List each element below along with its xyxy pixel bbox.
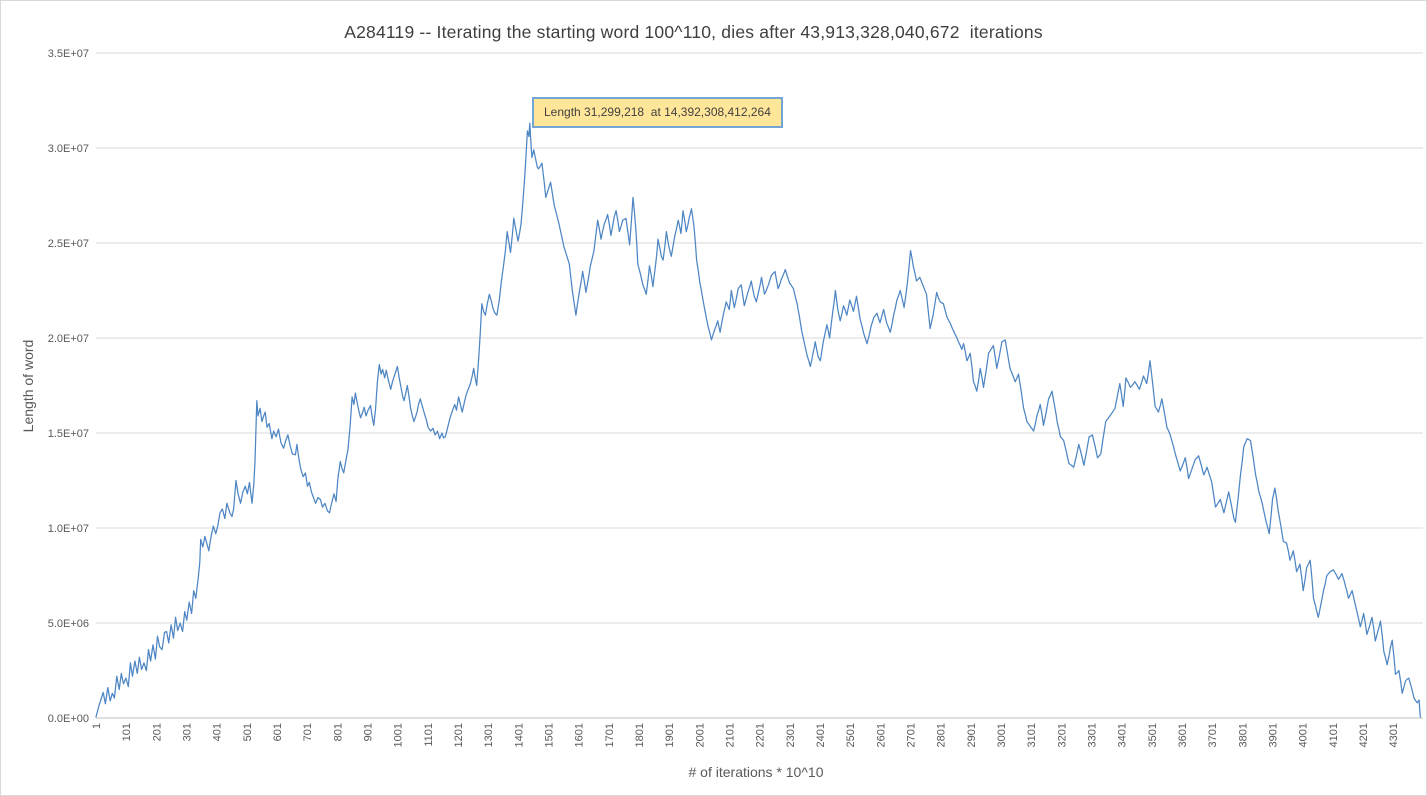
x-tick-label: 2001 — [694, 723, 706, 747]
x-tick-label: 801 — [332, 723, 344, 741]
x-tick-label: 201 — [151, 723, 163, 741]
x-tick-label: 1801 — [634, 723, 646, 747]
y-axis-title: Length of word — [20, 339, 36, 433]
x-tick-label: 3701 — [1207, 723, 1219, 747]
x-tick-label: 2501 — [845, 723, 857, 747]
x-tick-label: 2601 — [875, 723, 887, 747]
x-tick-label: 1501 — [544, 723, 556, 747]
x-tick-label: 601 — [272, 723, 284, 741]
y-tick-labels: 3.5E+07 3.0E+07 2.5E+07 2.0E+07 1.5E+07 1.0E+… — [48, 48, 89, 725]
y-tick-label: 2.5E+07 — [48, 238, 89, 250]
x-tick-label: 1901 — [664, 723, 676, 747]
max-value-annotation: Length 31,299,218 at 14,392,308,412,264 — [532, 97, 783, 128]
x-tick-label: 1001 — [393, 723, 405, 747]
x-tick-label: 3301 — [1087, 723, 1099, 747]
y-tick-label: 1.0E+07 — [48, 523, 89, 535]
x-tick-label: 1401 — [513, 723, 525, 747]
x-tick-label: 2101 — [725, 723, 737, 747]
x-tick-label: 2801 — [936, 723, 948, 747]
x-tick-label: 2301 — [785, 723, 797, 747]
x-tick-label: 101 — [121, 723, 133, 741]
y-tick-label: 2.0E+07 — [48, 333, 89, 345]
y-tick-label: 0.0E+00 — [48, 713, 89, 725]
x-tick-label: 901 — [363, 723, 375, 741]
x-tick-label: 3501 — [1147, 723, 1159, 747]
x-tick-label: 4101 — [1328, 723, 1340, 747]
x-tick-label: 4001 — [1298, 723, 1310, 747]
x-tick-label: 2401 — [815, 723, 827, 747]
y-tick-label: 5.0E+06 — [48, 618, 89, 630]
y-tick-label: 1.5E+07 — [48, 428, 89, 440]
x-tick-label: 3901 — [1268, 723, 1280, 747]
x-tick-label: 3401 — [1117, 723, 1129, 747]
series-line — [95, 122, 1421, 718]
x-tick-label: 1301 — [483, 723, 495, 747]
x-tick-label: 1701 — [604, 723, 616, 747]
x-tick-label: 3101 — [1026, 723, 1038, 747]
x-tick-label: 3601 — [1177, 723, 1189, 747]
gridlines — [96, 52, 1423, 719]
x-tick-label: 1201 — [453, 723, 465, 747]
x-tick-label: 2901 — [966, 723, 978, 747]
x-tick-label: 301 — [182, 723, 194, 741]
x-tick-label: 3001 — [996, 723, 1008, 747]
y-tick-label: 3.0E+07 — [48, 143, 89, 155]
x-tick-labels: 1 101 201 301 401 501 601 701 801 901 1001 1101 1201… — [91, 723, 1400, 747]
x-tick-label: 401 — [212, 723, 224, 741]
x-tick-label: 2701 — [906, 723, 918, 747]
x-tick-label: 2201 — [755, 723, 767, 747]
x-tick-label: 1 — [91, 723, 103, 729]
x-axis-title: # of iterations * 10^10 — [688, 764, 824, 780]
x-tick-label: 4201 — [1358, 723, 1370, 747]
x-tick-label: 3801 — [1237, 723, 1249, 747]
x-tick-label: 3201 — [1056, 723, 1068, 747]
chart-title: A284119 -- Iterating the starting word 1… — [344, 22, 1043, 42]
y-tick-label: 3.5E+07 — [48, 48, 89, 60]
x-tick-label: 701 — [302, 723, 314, 741]
x-tick-label: 1101 — [423, 723, 435, 747]
x-tick-label: 1601 — [574, 723, 586, 747]
x-tick-label: 501 — [242, 723, 254, 741]
x-tick-label: 4301 — [1388, 723, 1400, 747]
